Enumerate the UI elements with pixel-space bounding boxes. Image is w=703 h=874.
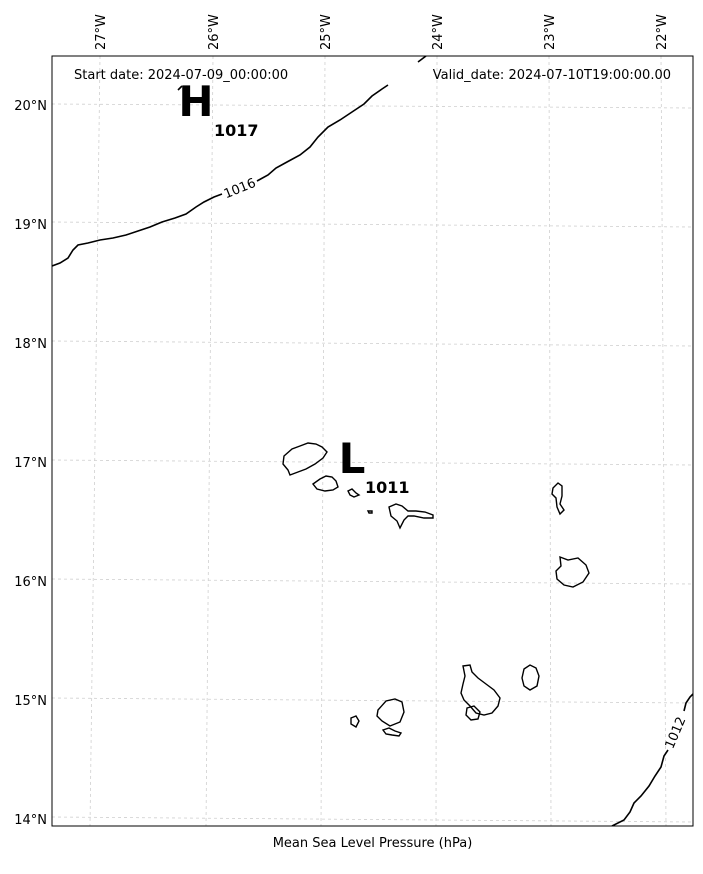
lat-tick-label: 17°N (14, 456, 47, 471)
parallel-14n (52, 816, 693, 823)
lat-tick-labels: 20°N 19°N 18°N 17°N 16°N 15°N 14°N (14, 99, 47, 828)
isobar-1012-line-2 (683, 693, 693, 712)
lon-tick-label: 24°W (431, 14, 446, 50)
lon-tick-label: 25°W (319, 14, 334, 50)
lon-tick-label: 27°W (94, 14, 109, 50)
island-boa-vista (555, 555, 590, 588)
meridian-23w (548, 56, 552, 826)
lon-tick-label: 22°W (655, 14, 670, 50)
map-caption: Mean Sea Level Pressure (hPa) (272, 836, 473, 851)
island-sao-vicente (311, 475, 339, 492)
island-islet (366, 510, 373, 514)
isobar-1016-line-2 (256, 84, 389, 182)
low-pressure-symbol: L (339, 434, 366, 483)
valid-date-label: Valid_date: 2024-07-10T19:00:00.00 (433, 68, 671, 83)
lat-tick-label: 14°N (14, 813, 47, 828)
island-sal (551, 482, 565, 516)
isobar-1016-fragment (417, 56, 427, 63)
meridian-24w (435, 56, 438, 826)
parallel-17n (52, 459, 693, 466)
parallel-20n (52, 103, 693, 109)
parallel-15n (52, 697, 693, 704)
island-santiago (460, 664, 501, 716)
lat-tick-label: 15°N (14, 694, 47, 709)
isobar-1016-line (52, 193, 223, 267)
lat-tick-label: 20°N (14, 99, 47, 114)
island-santiago-south (465, 705, 481, 721)
lon-tick-labels: 27°W 26°W 25°W 24°W 23°W 22°W (94, 14, 670, 50)
meridian-26w (205, 56, 214, 826)
isobars (52, 56, 693, 826)
lon-tick-label: 26°W (207, 14, 222, 50)
graticule (52, 56, 693, 826)
island-fogo (376, 698, 405, 727)
island-santo-antao (282, 442, 328, 476)
lat-tick-label: 19°N (14, 218, 47, 233)
island-sao-nicolau (388, 503, 434, 530)
island-brava (350, 715, 360, 728)
island-ilheus (381, 727, 403, 737)
meridian-22w (660, 56, 667, 826)
island-maio (521, 664, 540, 691)
low-pressure-value: 1011 (365, 478, 410, 497)
lon-tick-label: 23°W (543, 14, 558, 50)
parallel-16n (52, 578, 693, 585)
start-date-label: Start date: 2024-07-09_00:00:00 (74, 68, 288, 83)
isobar-1012-line (611, 749, 669, 826)
high-pressure-symbol: H (178, 77, 213, 126)
islands (282, 442, 590, 737)
isobar-1016-fragment-2 (177, 85, 183, 91)
lat-tick-label: 16°N (14, 575, 47, 590)
parallel-19n (52, 221, 693, 228)
meridian-25w (320, 56, 326, 826)
high-pressure-value: 1017 (214, 121, 259, 140)
map-frame (51, 55, 694, 827)
isobar-1016-label: 1016 (222, 176, 258, 202)
isobar-1012-label: 1012 (663, 715, 690, 751)
meridian-27w (89, 56, 101, 826)
parallel-18n (52, 340, 693, 347)
lat-tick-label: 18°N (14, 337, 47, 352)
island-santa-luzia (347, 488, 361, 498)
